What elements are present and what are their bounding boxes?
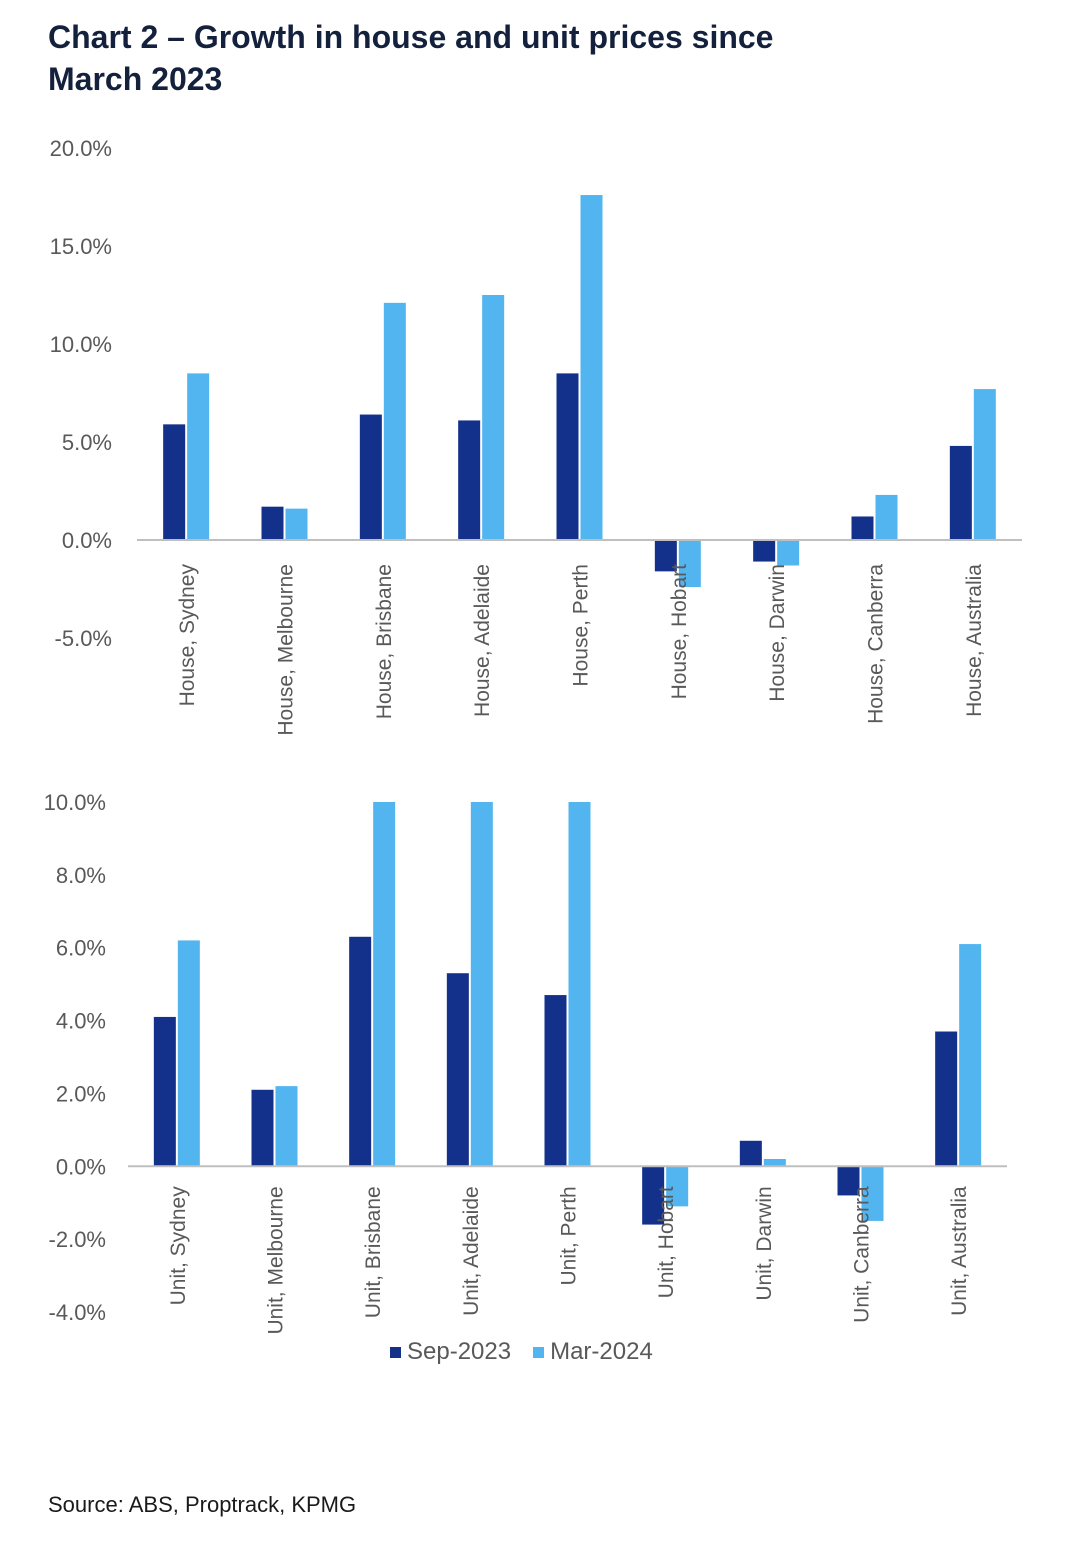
y-tick-label: 15.0%: [50, 234, 112, 259]
bar-mar-2024-house-melbourne: [285, 508, 308, 540]
x-category-label: House, Perth: [570, 564, 593, 687]
x-category-label: Unit, Perth: [558, 1186, 581, 1285]
bar-sep-2023-house-sydney: [163, 424, 186, 540]
y-tick-label: 8.0%: [56, 863, 106, 888]
y-tick-label: 5.0%: [62, 430, 112, 455]
chart-title-line-2: March 2023: [48, 61, 223, 97]
x-category-label: House, Darwin: [766, 564, 789, 702]
bar-sep-2023-house-australia: [949, 445, 972, 540]
bar-mar-2024-unit-sydney: [177, 940, 200, 1167]
bar-sep-2023-unit-adelaide: [446, 973, 469, 1167]
bar-sep-2023-house-hobart: [654, 540, 677, 572]
bar-sep-2023-house-canberra: [851, 516, 874, 540]
bar-sep-2023-unit-perth: [544, 995, 567, 1167]
x-category-label: House, Melbourne: [275, 564, 298, 736]
bar-sep-2023-house-perth: [556, 373, 579, 540]
bar-sep-2023-unit-brisbane: [349, 936, 372, 1167]
legend-swatch-sep-2023: [390, 1346, 401, 1358]
bar-mar-2024-house-hobart: [678, 540, 701, 588]
bar-mar-2024-unit-brisbane: [373, 802, 396, 1167]
bar-mar-2024-unit-australia: [959, 944, 982, 1167]
x-category-label: Unit, Darwin: [753, 1186, 776, 1300]
x-category-label: Unit, Sydney: [167, 1186, 190, 1306]
bar-mar-2024-house-brisbane: [383, 302, 406, 540]
x-category-label: Unit, Australia: [948, 1186, 971, 1316]
bar-mar-2024-unit-melbourne: [275, 1086, 298, 1167]
x-category-label: Unit, Brisbane: [362, 1186, 385, 1318]
bar-mar-2024-house-perth: [580, 195, 603, 540]
bar-mar-2024-unit-hobart: [666, 1166, 689, 1207]
bar-sep-2023-house-adelaide: [458, 420, 481, 540]
y-tick-label: 10.0%: [44, 790, 106, 815]
y-tick-label: -5.0%: [55, 626, 112, 651]
y-tick-label: 10.0%: [50, 332, 112, 357]
y-tick-label: 0.0%: [56, 1154, 106, 1179]
x-category-label: House, Hobart: [668, 564, 691, 700]
bar-sep-2023-house-brisbane: [359, 414, 382, 540]
bar-sep-2023-house-melbourne: [261, 506, 284, 540]
x-category-label: House, Sydney: [176, 564, 199, 707]
chart-title-line-1: Chart 2 – Growth in house and unit price…: [48, 19, 774, 55]
legend-label-mar-2024: Mar-2024: [550, 1338, 653, 1365]
bar-sep-2023-house-darwin: [753, 540, 776, 562]
legend-swatch-mar-2024: [533, 1346, 545, 1358]
y-tick-label: 0.0%: [62, 528, 112, 553]
bar-sep-2023-unit-darwin: [739, 1140, 762, 1167]
y-tick-label: 6.0%: [56, 936, 106, 961]
y-tick-label: 2.0%: [56, 1081, 106, 1106]
x-category-label: House, Australia: [963, 564, 986, 717]
chart-legend: Sep-2023 Mar-2024: [390, 1338, 653, 1366]
bar-mar-2024-unit-darwin: [763, 1159, 786, 1167]
x-category-label: Unit, Melbourne: [265, 1186, 288, 1334]
x-category-label: Unit, Hobart: [655, 1186, 678, 1298]
y-tick-label: -4.0%: [49, 1300, 106, 1325]
bar-sep-2023-unit-canberra: [837, 1166, 860, 1196]
chart-title: Chart 2 – Growth in house and unit price…: [48, 16, 1028, 100]
y-tick-label: -2.0%: [49, 1227, 106, 1252]
unit-price-chart: 10.0% 8.0% 6.0% 4.0% 2.0% 0.0% -2.0% -4.0% Unit,…: [44, 790, 1007, 1335]
source-note: Source: ABS, Proptrack, KPMG: [48, 1492, 357, 1517]
legend-item-sep-2023: Sep-2023: [390, 1338, 511, 1366]
bar-mar-2024-unit-adelaide: [470, 802, 493, 1167]
bar-mar-2024-house-australia: [973, 389, 996, 540]
house-price-chart: 20.0% 15.0% 10.0% 5.0% 0.0% -5.0% House, Sydne…: [50, 136, 1022, 736]
x-category-label: House, Adelaide: [471, 564, 494, 717]
bar-sep-2023-unit-sydney: [153, 1016, 176, 1167]
bar-sep-2023-unit-hobart: [642, 1166, 665, 1225]
bar-mar-2024-house-canberra: [875, 494, 898, 540]
x-category-label: House, Brisbane: [373, 564, 396, 719]
bar-mar-2024-house-darwin: [777, 540, 800, 566]
bar-mar-2024-house-sydney: [187, 373, 210, 540]
bar-sep-2023-unit-melbourne: [251, 1089, 274, 1167]
bar-sep-2023-unit-australia: [935, 1031, 958, 1167]
x-category-label: Unit, Canberra: [851, 1186, 874, 1323]
y-tick-label: 20.0%: [50, 136, 112, 161]
bar-mar-2024-unit-canberra: [861, 1166, 884, 1221]
legend-item-mar-2024: Mar-2024: [533, 1338, 653, 1366]
x-category-label: Unit, Adelaide: [460, 1186, 483, 1316]
legend-label-sep-2023: Sep-2023: [407, 1338, 512, 1365]
bar-mar-2024-unit-perth: [568, 802, 591, 1167]
bar-mar-2024-house-adelaide: [482, 295, 505, 540]
y-tick-label: 4.0%: [56, 1009, 106, 1034]
x-category-label: House, Canberra: [865, 564, 888, 724]
